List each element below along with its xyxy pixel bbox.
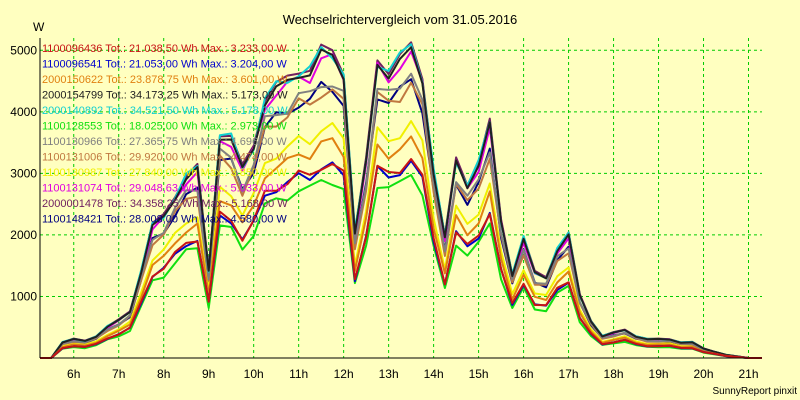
y-tick-label: 5000 xyxy=(10,43,37,57)
x-tick-label: 16h xyxy=(514,367,534,381)
x-tick-label: 12h xyxy=(334,367,354,381)
legend: 1100096436 Tot.: 21.038,50 Wh Max.: 3.23… xyxy=(42,43,288,226)
y-tick-label: 4000 xyxy=(10,105,37,119)
legend-entry: 1100096436 Tot.: 21.038,50 Wh Max.: 3.23… xyxy=(42,43,287,55)
legend-entry: 2000154799 Tot.: 34.173,25 Wh Max.: 5.17… xyxy=(42,90,288,102)
chart-title: Wechselrichtervergleich vom 31.05.2016 xyxy=(283,12,518,27)
y-tick-label: 1000 xyxy=(10,289,37,303)
x-tick-label: 17h xyxy=(559,367,579,381)
x-tick-label: 19h xyxy=(649,367,669,381)
x-tick-label: 21h xyxy=(738,367,758,381)
x-tick-label: 13h xyxy=(379,367,399,381)
legend-entry: 2000150622 Tot.: 23.878,75 Wh Max.: 3.60… xyxy=(42,74,288,86)
series-line-2000150622 xyxy=(40,135,762,359)
legend-entry: 1100148421 Tot.: 28.008,00 Wh Max.: 4.58… xyxy=(42,214,287,226)
y-axis-label: W xyxy=(33,20,45,34)
x-tick-label: 15h xyxy=(469,367,489,381)
legend-entry: 2000140892 Tot.: 34.521,50 Wh Max.: 5.17… xyxy=(42,105,288,117)
x-tick-label: 9h xyxy=(202,367,215,381)
x-tick-label: 20h xyxy=(694,367,714,381)
series-line-1100130966 xyxy=(40,72,762,359)
y-tick-label: 3000 xyxy=(10,166,37,180)
y-tick-label: 2000 xyxy=(10,228,37,242)
x-tick-label: 6h xyxy=(67,367,80,381)
x-tick-label: 8h xyxy=(157,367,170,381)
legend-entry: 1100130966 Tot.: 27.365,75 Wh Max.: 4.69… xyxy=(42,136,287,148)
legend-entry: 1100131074 Tot.: 29.048,63 Wh Max.: 5.03… xyxy=(42,183,287,195)
legend-entry: 1100096541 Tot.: 21.053,00 Wh Max.: 3.20… xyxy=(42,59,287,71)
plot-area: 6h 7h 8h 9h 10h 11h 12h 13h 14h 15h 16h 17h 18h 19h 20… xyxy=(10,38,762,381)
footer-credit: SunnyReport pinxit xyxy=(713,386,798,397)
x-tick-label: 11h xyxy=(289,367,308,381)
x-tick-label: 7h xyxy=(112,367,125,381)
legend-entry: 1100131006 Tot.: 29.920,00 Wh Max.: 4.47… xyxy=(42,152,287,164)
x-tick-label: 10h xyxy=(244,367,264,381)
x-tick-label: 18h xyxy=(604,367,624,381)
plot-background xyxy=(40,38,762,358)
legend-entry: 1100130987 Tot.: 27.840,00 Wh Max.: 3.85… xyxy=(42,167,287,179)
series-line-2000154799 xyxy=(40,46,762,359)
legend-entry: 1100128553 Tot.: 18.025,00 Wh Max.: 2.97… xyxy=(42,121,287,133)
x-tick-label: 14h xyxy=(424,367,444,381)
legend-entry: 2000001478 Tot.: 34.358,25 Wh Max.: 5.16… xyxy=(42,198,288,210)
series-line-1100096436 xyxy=(40,158,762,359)
